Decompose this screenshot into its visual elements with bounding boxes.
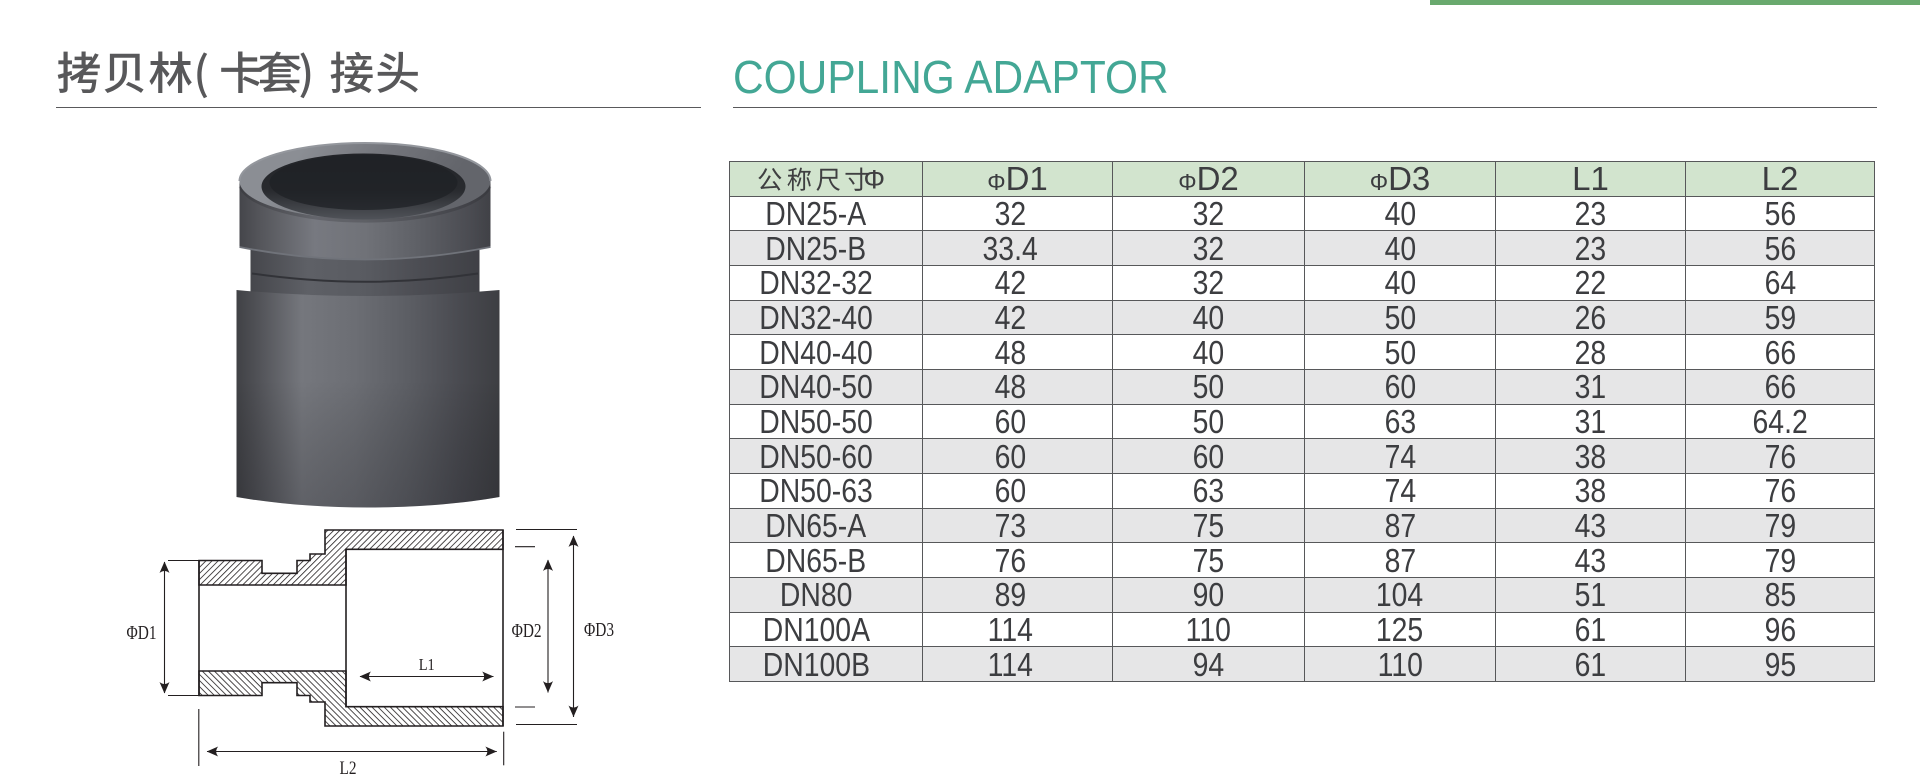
svg-text:L2: L2: [340, 758, 357, 779]
svg-text:ΦD1: ΦD1: [127, 622, 157, 644]
svg-text:ΦD2: ΦD2: [512, 620, 542, 642]
svg-text:ΦD3: ΦD3: [584, 619, 614, 641]
svg-text:L1: L1: [419, 655, 435, 674]
svg-text:Φ: Φ: [864, 165, 886, 195]
